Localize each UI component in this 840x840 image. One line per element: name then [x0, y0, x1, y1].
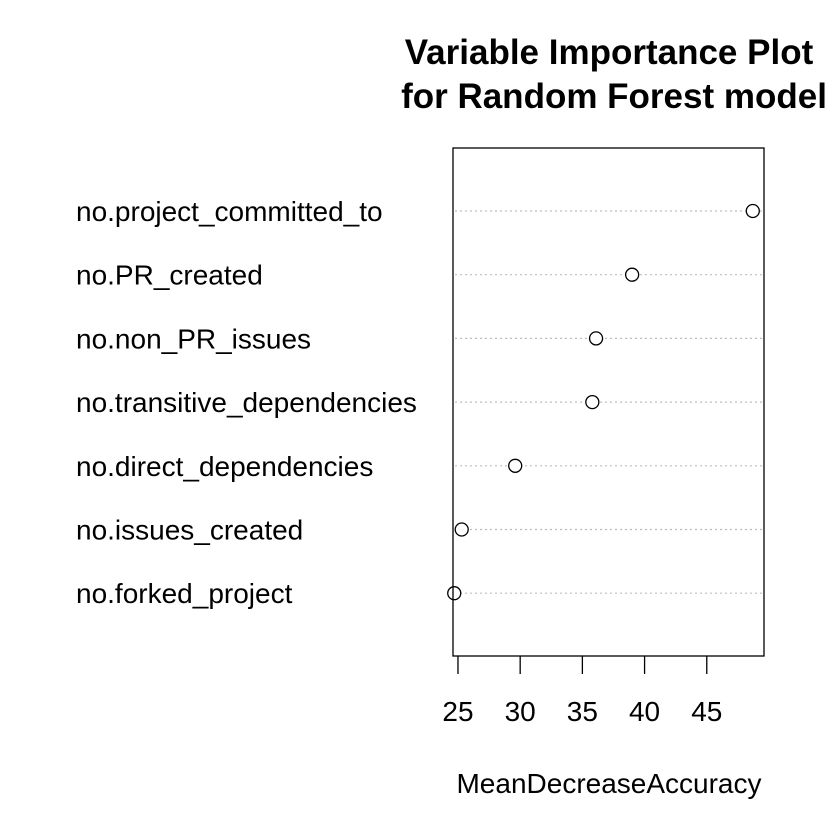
- importance-point: [588, 331, 604, 346]
- variable-label: no.transitive_dependencies: [76, 387, 417, 418]
- variable-row: no.non_PR_issues: [76, 323, 762, 354]
- x-tick-label: 25: [442, 696, 473, 727]
- variable-label: no.issues_created: [76, 515, 303, 546]
- variable-row: no.PR_created: [76, 260, 762, 291]
- variable-row: no.project_committed_to: [76, 196, 762, 227]
- x-axis-title: MeanDecreaseAccuracy: [456, 768, 761, 799]
- variable-row: no.forked_project: [76, 578, 762, 609]
- variable-label: no.PR_created: [76, 260, 263, 291]
- x-tick-label: 30: [505, 696, 536, 727]
- importance-point: [454, 522, 469, 537]
- variable-label: no.forked_project: [76, 578, 293, 609]
- variable-label: no.non_PR_issues: [76, 323, 311, 354]
- importance-point: [585, 394, 600, 410]
- x-tick-label: 45: [691, 696, 722, 727]
- variable-label: no.project_committed_to: [76, 196, 383, 227]
- variable-row: no.transitive_dependencies: [76, 387, 762, 418]
- importance-point: [624, 267, 640, 282]
- plot-frame: [452, 147, 765, 657]
- variable-row: no.direct_dependencies: [76, 451, 762, 482]
- variable-label: no.direct_dependencies: [76, 451, 373, 482]
- x-axis: 25 30 35 40 45: [442, 656, 722, 727]
- chart-title-line-2: for Random Forest model: [401, 77, 827, 116]
- variable-rows: no.project_committed_to no.PR_created no.n…: [76, 196, 762, 609]
- variable-row: no.issues_created: [76, 515, 762, 546]
- chart-title-line-1: Variable Importance Plot: [405, 33, 814, 72]
- importance-point: [745, 203, 760, 219]
- importance-point: [508, 458, 523, 473]
- x-tick-label: 35: [567, 696, 598, 727]
- x-tick-label: 40: [629, 696, 660, 727]
- importance-point: [447, 586, 462, 601]
